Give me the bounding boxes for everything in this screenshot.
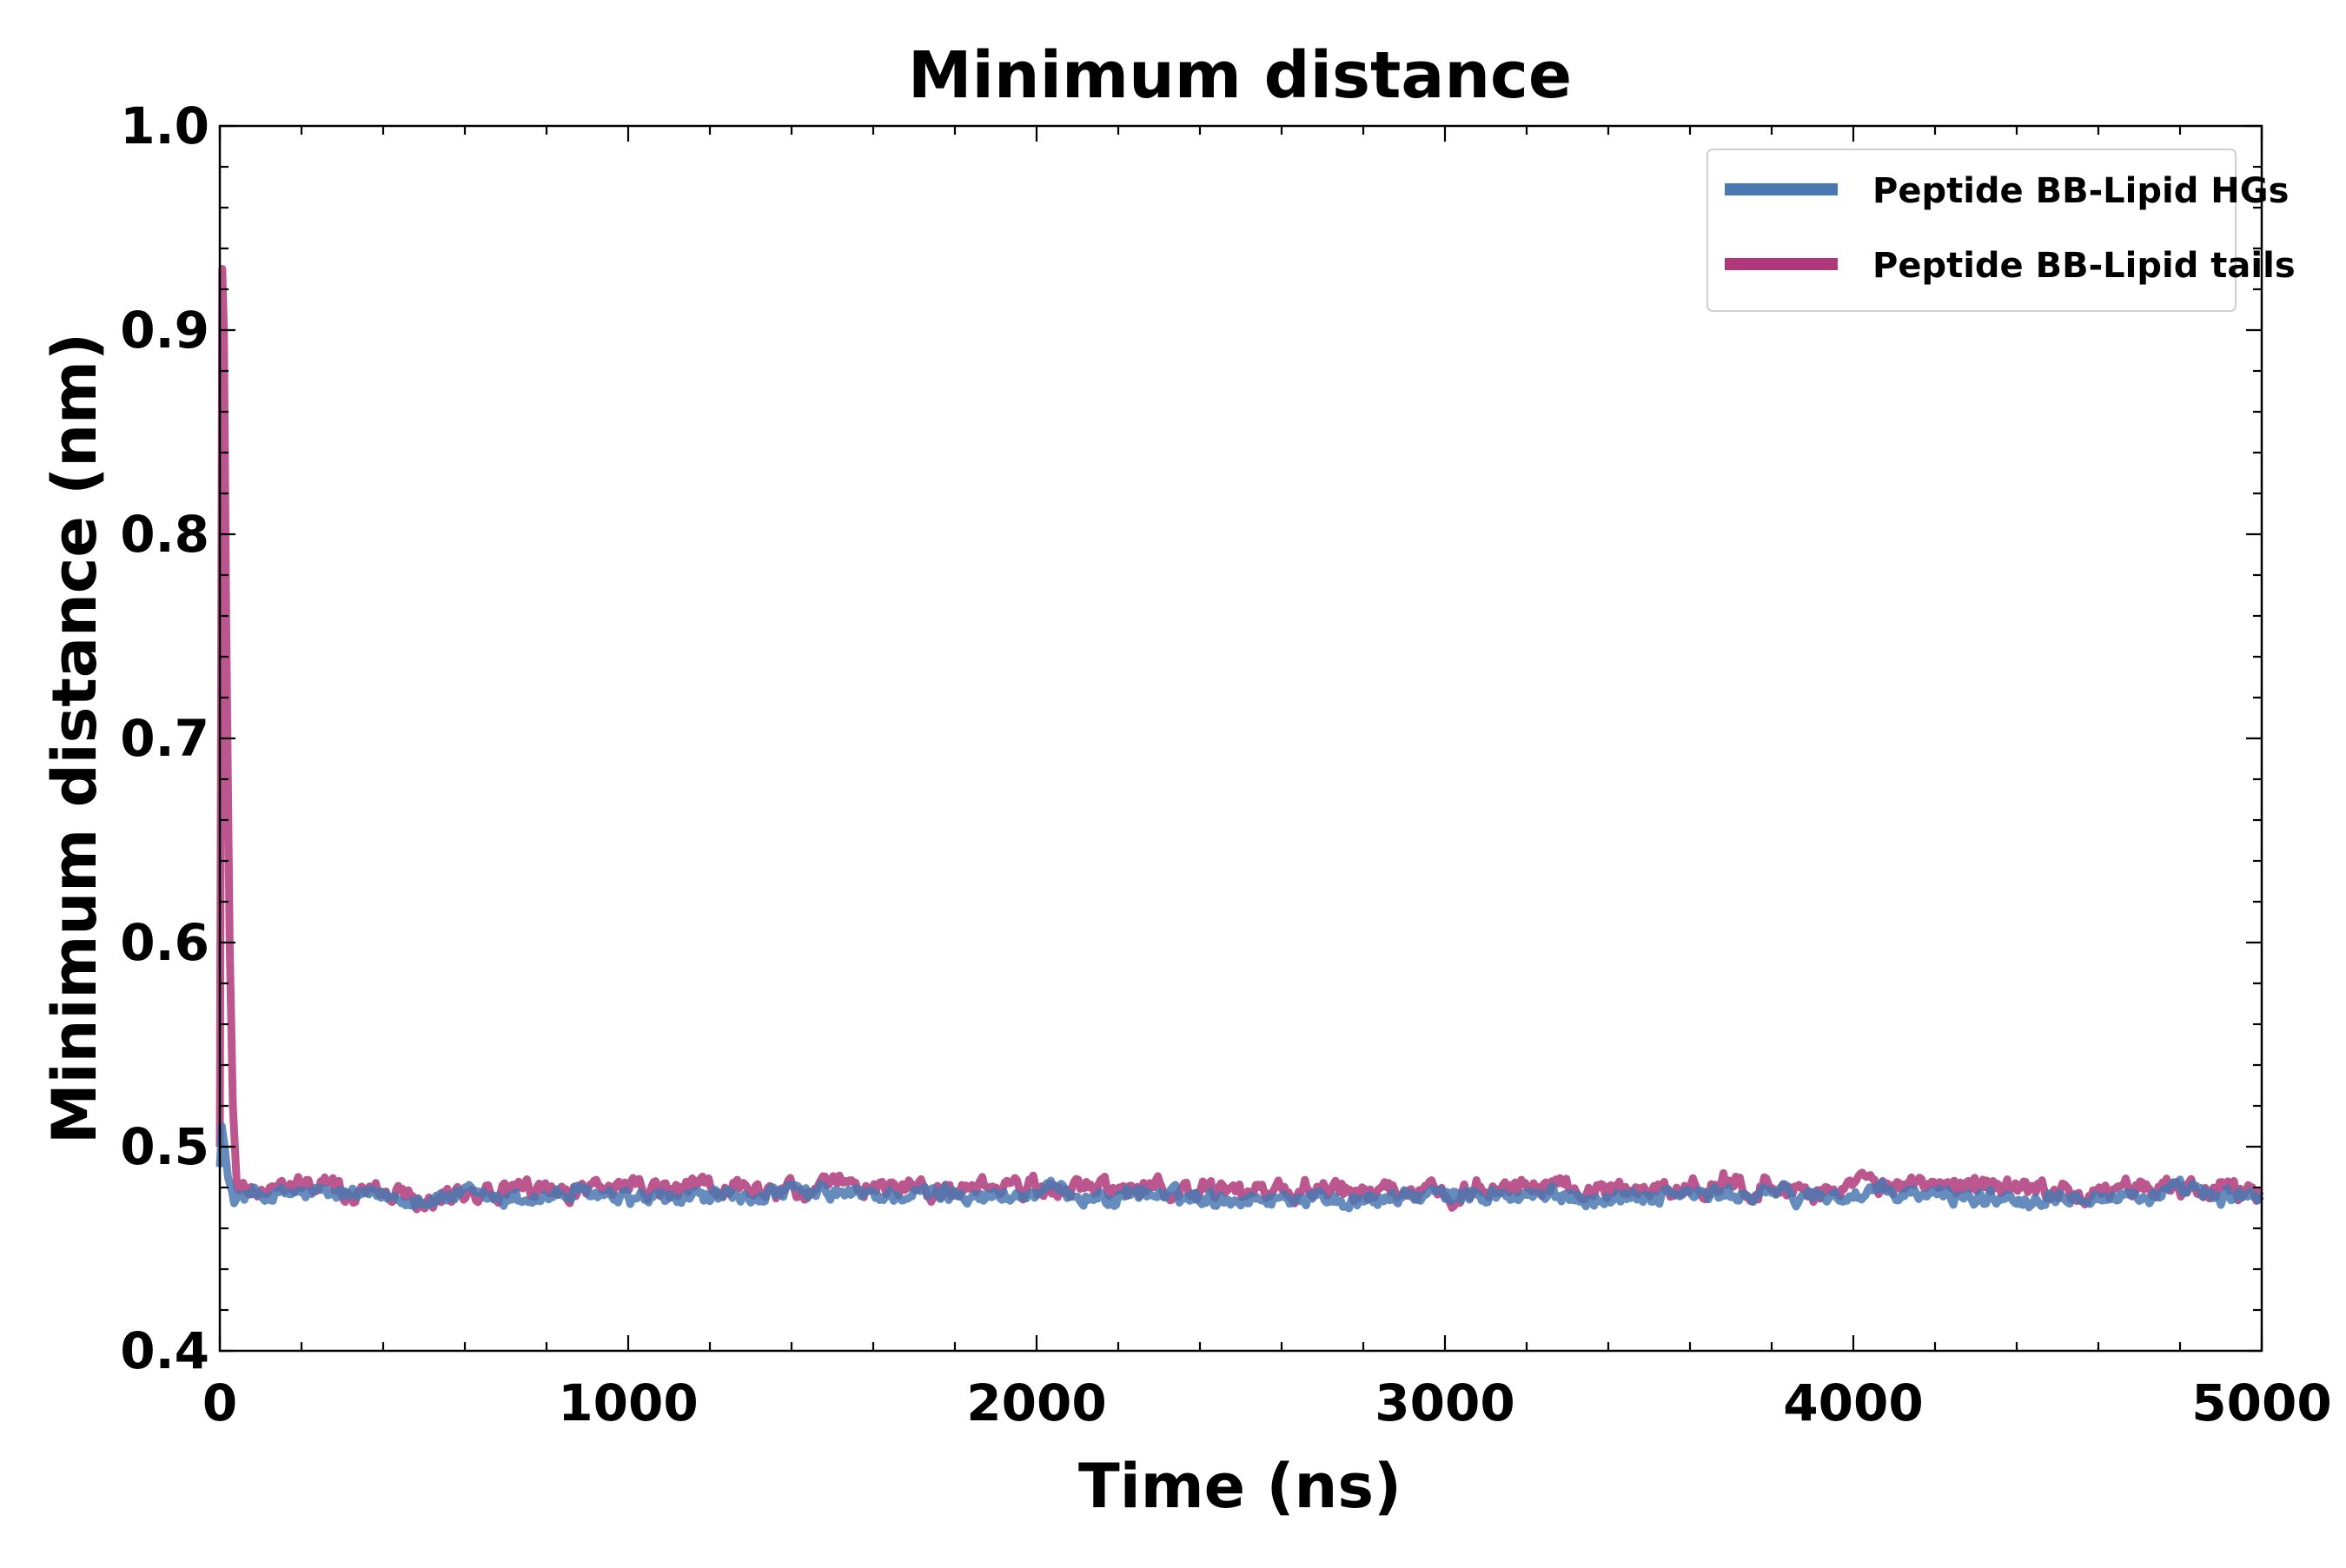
y-tick-label: 0.8 <box>120 505 209 564</box>
y-tick-labels: 0.4 0.5 0.6 0.7 0.8 0.9 1.0 <box>120 96 209 1380</box>
legend-box <box>1706 149 2237 312</box>
y-tick-label: 0.7 <box>120 709 209 768</box>
x-tick-label: 1000 <box>558 1373 698 1432</box>
y-tick-label: 0.4 <box>120 1321 209 1380</box>
series-layer <box>215 265 2264 1214</box>
y-tick-label: 0.5 <box>120 1117 209 1176</box>
legend-label-hgs: Peptide BB-Lipid HGs <box>1872 171 2289 211</box>
x-tick-label: 4000 <box>1783 1373 1923 1432</box>
x-tick-label: 3000 <box>1375 1373 1514 1432</box>
y-tick-label: 1.0 <box>120 96 209 155</box>
x-tick-labels: 0 1000 2000 3000 4000 5000 <box>202 1373 2332 1432</box>
chart-title: Minimum distance <box>908 38 1572 113</box>
legend-label-tails: Peptide BB-Lipid tails <box>1872 246 2296 286</box>
legend: Peptide BB-Lipid HGs Peptide BB-Lipid ta… <box>1706 149 2296 312</box>
y-tick-label: 0.6 <box>120 913 209 972</box>
plot-frame <box>218 124 2263 1353</box>
x-tick-label: 0 <box>202 1373 237 1432</box>
y-axis-label: Minimum distance (nm) <box>39 333 110 1144</box>
series-line-hgs <box>215 1122 2264 1213</box>
x-tick-label: 2000 <box>966 1373 1106 1432</box>
x-tick-label: 5000 <box>2191 1373 2331 1432</box>
y-tick-label: 0.9 <box>120 301 209 360</box>
x-axis-label: Time (ns) <box>1078 1451 1402 1522</box>
